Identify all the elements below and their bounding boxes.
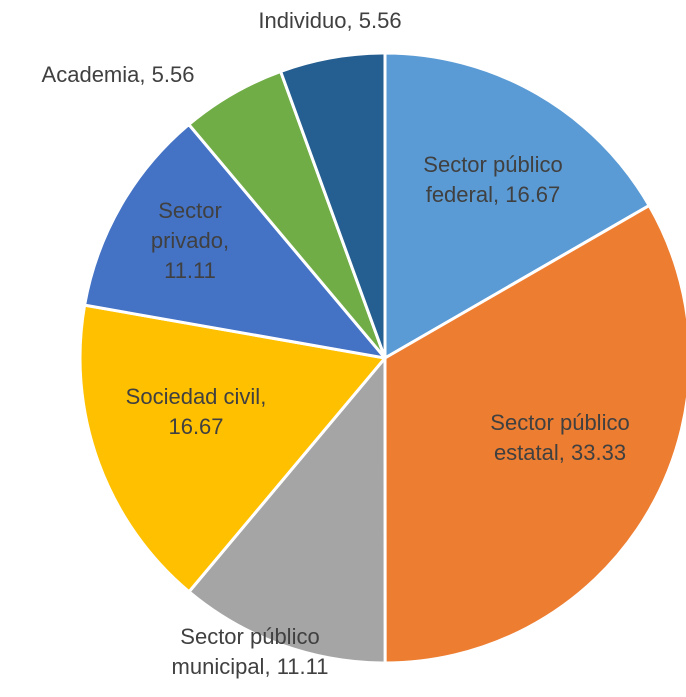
label-separator: , <box>264 654 277 679</box>
category-name: Sector público federal <box>423 152 563 207</box>
value-label: 33.33 <box>571 440 627 465</box>
category-name: Sociedad civil <box>125 384 261 409</box>
value-label: 5.56 <box>358 8 402 33</box>
data-label: Individuo, 5.56 <box>210 6 450 36</box>
data-label-text: Sector privado, 11.11 <box>135 196 245 286</box>
label-separator: , <box>346 8 359 33</box>
category-name: Academia <box>41 62 140 87</box>
data-label-text: Sector público municipal, 11.11 <box>135 622 365 682</box>
category-name: Individuo <box>258 8 347 33</box>
category-name: Sector privado <box>150 198 224 253</box>
label-separator: , <box>492 182 506 207</box>
value-label: 11.11 <box>164 258 216 283</box>
label-separator: , <box>139 62 152 87</box>
data-label: Academia, 5.56 <box>0 60 238 90</box>
pie-slice <box>187 356 387 665</box>
pie-slice <box>383 51 651 360</box>
label-separator: , <box>260 384 273 409</box>
data-label-text: Sector público estatal, 33.33 <box>460 408 660 468</box>
value-label: 11.11 <box>276 654 329 679</box>
data-label-text: Individuo, 5.56 <box>210 6 450 36</box>
value-label: 16.67 <box>505 182 561 207</box>
data-label: Sector público municipal, 11.11 <box>135 622 365 682</box>
data-label: Sector privado, 11.11 <box>135 196 245 286</box>
data-label-text: Sector público federal, 16.67 <box>393 150 593 210</box>
label-separator: , <box>558 440 571 465</box>
data-label: Sector público federal, 16.67 <box>393 150 593 210</box>
pie-slice <box>383 204 686 665</box>
pie-slice <box>78 303 387 594</box>
value-label: 5.56 <box>151 62 195 87</box>
value-label: 16.67 <box>168 414 224 439</box>
label-separator: , <box>223 228 236 253</box>
pie-slice <box>279 51 387 360</box>
category-name: Sector público municipal <box>171 624 320 679</box>
category-name: Sector público estatal <box>490 410 630 465</box>
data-label: Sociedad civil, 16.67 <box>101 382 291 442</box>
pie-slice <box>83 122 387 360</box>
data-label: Sector público estatal, 33.33 <box>460 408 660 468</box>
data-label-text: Academia, 5.56 <box>0 60 238 90</box>
data-label-text: Sociedad civil, 16.67 <box>101 382 291 442</box>
